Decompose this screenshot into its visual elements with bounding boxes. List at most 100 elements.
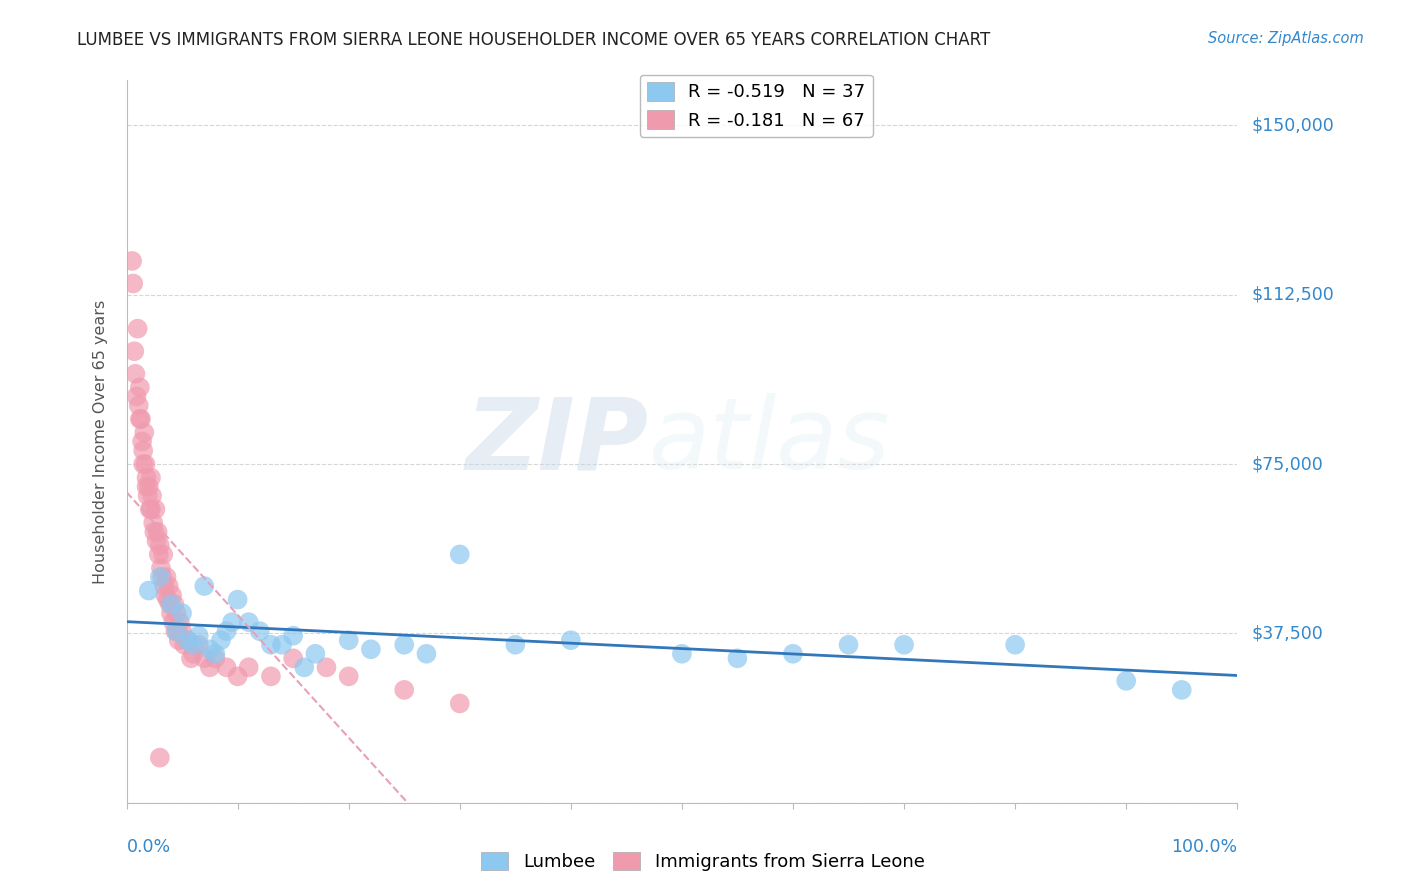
Point — [135, 480, 157, 494]
Point — [155, 570, 177, 584]
Point — [149, 570, 172, 584]
Point — [238, 660, 260, 674]
Point — [139, 502, 162, 516]
Point — [163, 597, 186, 611]
Point — [152, 548, 174, 562]
Point — [149, 561, 172, 575]
Point — [172, 624, 194, 639]
Point — [215, 660, 238, 674]
Point — [173, 638, 195, 652]
Point — [139, 470, 162, 484]
Point — [176, 633, 198, 648]
Point — [141, 489, 163, 503]
Point — [125, 389, 148, 403]
Point — [145, 502, 167, 516]
Point — [193, 651, 215, 665]
Point — [132, 457, 155, 471]
Point — [337, 633, 360, 648]
Point — [180, 651, 202, 665]
Point — [782, 647, 804, 661]
Point — [249, 624, 271, 639]
Point — [165, 624, 187, 639]
Point — [127, 321, 149, 335]
Point — [149, 538, 172, 552]
Text: 100.0%: 100.0% — [1171, 838, 1237, 855]
Point — [360, 642, 382, 657]
Point — [187, 638, 209, 652]
Point — [204, 651, 226, 665]
Point — [304, 647, 326, 661]
Point — [727, 651, 749, 665]
Point — [281, 629, 304, 643]
Point — [172, 606, 194, 620]
Point — [271, 638, 294, 652]
Point — [146, 524, 169, 539]
Point — [138, 583, 160, 598]
Text: $112,500: $112,500 — [1251, 285, 1334, 304]
Point — [162, 615, 184, 630]
Point — [121, 253, 143, 268]
Text: ZIP: ZIP — [465, 393, 648, 490]
Point — [138, 480, 160, 494]
Point — [156, 592, 179, 607]
Point — [128, 398, 150, 412]
Point — [238, 615, 260, 630]
Point — [128, 380, 150, 394]
Point — [503, 638, 526, 652]
Point — [166, 606, 188, 620]
Point — [226, 669, 249, 683]
Point — [124, 367, 146, 381]
Legend: Lumbee, Immigrants from Sierra Leone: Lumbee, Immigrants from Sierra Leone — [474, 845, 932, 879]
Point — [157, 579, 180, 593]
Text: LUMBEE VS IMMIGRANTS FROM SIERRA LEONE HOUSEHOLDER INCOME OVER 65 YEARS CORRELAT: LUMBEE VS IMMIGRANTS FROM SIERRA LEONE H… — [77, 31, 991, 49]
Point — [260, 669, 283, 683]
Text: atlas: atlas — [648, 393, 890, 490]
Point — [160, 597, 183, 611]
Point — [209, 633, 232, 648]
Point — [167, 633, 190, 648]
Point — [166, 624, 188, 639]
Point — [159, 597, 181, 611]
Point — [893, 638, 915, 652]
Legend: R = -0.519   N = 37, R = -0.181   N = 67: R = -0.519 N = 37, R = -0.181 N = 67 — [640, 75, 873, 137]
Point — [139, 502, 162, 516]
Point — [415, 647, 437, 661]
Point — [193, 579, 215, 593]
Point — [134, 457, 156, 471]
Point — [176, 633, 198, 648]
Point — [1115, 673, 1137, 688]
Point — [181, 647, 204, 661]
Point — [160, 606, 183, 620]
Point — [394, 638, 416, 652]
Point — [1170, 682, 1192, 697]
Text: Source: ZipAtlas.com: Source: ZipAtlas.com — [1208, 31, 1364, 46]
Point — [131, 434, 153, 449]
Point — [198, 642, 221, 657]
Point — [449, 548, 471, 562]
Point — [145, 533, 167, 548]
Point — [136, 489, 159, 503]
Text: $37,500: $37,500 — [1251, 624, 1323, 642]
Point — [449, 697, 471, 711]
Point — [153, 579, 176, 593]
Point — [394, 682, 416, 697]
Point — [149, 750, 172, 764]
Point — [671, 647, 693, 661]
Point — [128, 412, 150, 426]
Point — [143, 524, 166, 539]
Point — [260, 638, 283, 652]
Point — [187, 629, 209, 643]
Point — [281, 651, 304, 665]
Point — [181, 638, 204, 652]
Point — [1004, 638, 1026, 652]
Point — [148, 548, 170, 562]
Point — [160, 588, 183, 602]
Point — [204, 647, 226, 661]
Point — [155, 588, 177, 602]
Point — [129, 412, 152, 426]
Point — [135, 470, 157, 484]
Point — [132, 443, 155, 458]
Text: $75,000: $75,000 — [1251, 455, 1323, 473]
Point — [124, 344, 146, 359]
Point — [134, 425, 156, 440]
